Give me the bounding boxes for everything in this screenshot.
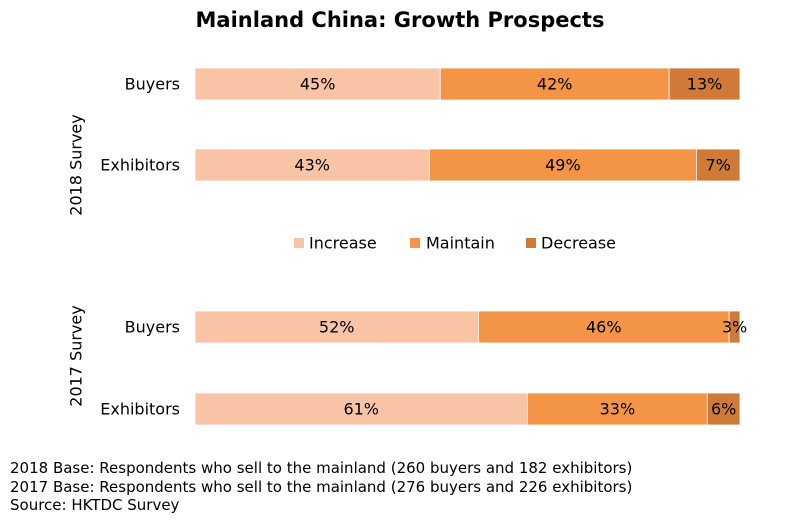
bar-2018-survey-exhibitors-decrease	[696, 148, 741, 182]
footnotes: 2018 Base: Respondents who sell to the m…	[10, 459, 632, 515]
stacked-bar-chart: 2018 Survey Buyers 45% 42% 13% Exhibitors 43% 4…	[67, 67, 747, 426]
data-label-2017-survey-buyers-decrease: 3%	[722, 318, 747, 337]
bar-2018-survey-exhibitors-maintain	[428, 148, 697, 182]
data-label-2017-survey-exhibitors-maintain: 33%	[600, 400, 636, 419]
bar-2018-survey-buyers-decrease	[668, 67, 741, 101]
legend-label-increase: Increase	[309, 234, 377, 253]
group-label-2017-survey: 2017 Survey	[67, 305, 86, 406]
data-label-2018-survey-exhibitors-decrease: 7%	[706, 156, 731, 175]
legend-swatch-maintain	[410, 238, 420, 248]
legend-swatch-increase	[294, 238, 304, 248]
data-label-2018-survey-buyers-increase: 45%	[300, 75, 336, 94]
footnote-source: Source: HKTDC Survey	[10, 496, 180, 514]
data-label-2018-survey-exhibitors-maintain: 49%	[545, 156, 581, 175]
legend-label-decrease: Decrease	[541, 234, 616, 253]
category-label-buyers: Buyers	[125, 75, 180, 94]
data-label-2017-survey-buyers-increase: 52%	[319, 318, 355, 337]
legend-label-maintain: Maintain	[426, 234, 495, 253]
category-label-exhibitors: Exhibitors	[100, 400, 180, 419]
bar-2018-survey-buyers-maintain	[439, 67, 670, 101]
data-label-2017-survey-exhibitors-decrease: 6%	[711, 400, 736, 419]
footnote-2017-base: 2017 Base: Respondents who sell to the m…	[10, 477, 633, 496]
data-label-2018-survey-buyers-maintain: 42%	[537, 75, 573, 94]
bar-2017-survey-buyers-decrease	[728, 310, 741, 344]
data-label-2017-survey-exhibitors-increase: 61%	[343, 400, 379, 419]
bar-2017-survey-exhibitors-decrease	[706, 392, 741, 426]
category-label-buyers: Buyers	[125, 318, 180, 337]
bar-2018-survey-buyers-increase	[194, 67, 441, 101]
bar-2017-survey-exhibitors-maintain	[527, 392, 708, 426]
data-label-2018-survey-buyers-decrease: 13%	[687, 75, 723, 94]
chart-title: Mainland China: Growth Prospects	[195, 8, 605, 32]
data-label-2017-survey-buyers-maintain: 46%	[586, 318, 622, 337]
data-label-2018-survey-exhibitors-increase: 43%	[294, 156, 330, 175]
category-label-exhibitors: Exhibitors	[100, 156, 180, 175]
bar-2018-survey-exhibitors-increase	[194, 148, 430, 182]
bar-2017-survey-buyers-maintain	[477, 310, 730, 344]
legend-swatch-decrease	[526, 238, 536, 248]
footnote-2018-base: 2018 Base: Respondents who sell to the m…	[10, 459, 633, 477]
bar-2017-survey-buyers-increase	[194, 310, 479, 344]
group-label-2018-survey: 2018 Survey	[67, 114, 86, 215]
bar-2017-survey-exhibitors-increase	[194, 392, 528, 426]
